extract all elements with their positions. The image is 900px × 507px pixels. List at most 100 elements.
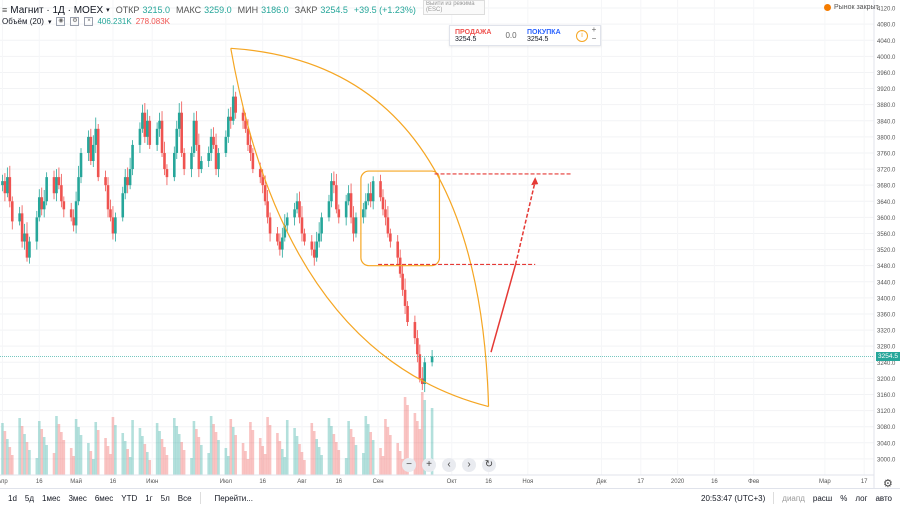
candle-body [281, 237, 284, 250]
candle-body [317, 233, 321, 242]
timeframe-all[interactable]: Все [177, 493, 192, 503]
candle-body [251, 152, 255, 170]
volume-bar [197, 437, 201, 475]
timeframe-5y[interactable]: 5л [160, 493, 170, 503]
clock[interactable]: 20:53:47 (UTC+3) [701, 493, 766, 503]
volume-bar [347, 421, 350, 475]
volume-bar [20, 426, 24, 475]
timeframe-1m[interactable]: 1мес [42, 493, 61, 503]
divider [773, 492, 775, 504]
percent-button[interactable]: % [840, 493, 848, 503]
extended-hours-button[interactable]: расш [812, 493, 833, 503]
candle-body [200, 161, 203, 170]
volume-bar [37, 421, 41, 475]
candle-body [18, 213, 21, 222]
price-tick-label: 3440.0 [877, 280, 896, 286]
volume-bar [369, 432, 373, 475]
volume-bar [386, 427, 390, 475]
zoom-out-button[interactable]: − [402, 458, 416, 472]
range-button[interactable]: диапд [782, 493, 805, 503]
timeframe-1d[interactable]: 1d [8, 493, 17, 503]
candle-body [8, 177, 12, 202]
scroll-left-button[interactable]: ‹ [442, 458, 456, 472]
price-tick-label: 3080.0 [877, 425, 896, 431]
time-tick-label: Ноя [522, 479, 533, 485]
volume-bar [261, 446, 264, 475]
price-tick-label: 4000.0 [877, 55, 896, 61]
candle-body [246, 128, 250, 145]
candle-body [109, 209, 112, 218]
candle-body [45, 177, 48, 202]
buy-label: ПОКУПКА [527, 28, 561, 36]
candle-body [111, 217, 115, 234]
candle-body [227, 116, 230, 137]
timeframe-5d[interactable]: 5д [24, 493, 35, 503]
volume-bar [28, 450, 31, 475]
candle-body [413, 322, 417, 339]
time-axis[interactable]: Апр 16 Май 16 Июн Июл 16 Авг 16 Сен Окт 16 Ноя Дек 17 2… [0, 474, 874, 485]
symbol-title[interactable]: Магнит · 1Д · MOEX [10, 4, 104, 16]
timeframe-3m[interactable]: 3мес [68, 493, 87, 503]
candle-body [126, 177, 129, 186]
bottom-toolbar: 1d 5д 1мес 3мес 6мес YTD 1г 5л Все Перей… [0, 488, 900, 507]
buy-button[interactable]: ПОКУПКА 3254.5 [522, 26, 572, 45]
price-tick-label: 3960.0 [877, 71, 896, 77]
info-icon[interactable]: i [576, 29, 588, 42]
sell-button[interactable]: ПРОДАЖА 3254.5 [450, 26, 500, 45]
timeframe-6m[interactable]: 6мес [94, 493, 114, 503]
symbol-header: ≡ Магнит · 1Д · MOEX ▾ ОТКР 3215.0 МАКС 32… [2, 3, 416, 17]
arc-lower [230, 48, 489, 408]
candle-body [312, 249, 316, 258]
minus-icon[interactable]: − [591, 34, 597, 43]
candle-body [72, 217, 75, 226]
volume-bar [40, 429, 44, 475]
projection-arrow-dashed [514, 180, 536, 265]
candle-body [285, 217, 289, 226]
volume-bar [74, 419, 78, 475]
candle-body [266, 201, 269, 218]
chevron-down-icon[interactable]: ▾ [47, 18, 52, 26]
candle-body [403, 289, 407, 306]
auto-button[interactable]: авто [875, 493, 892, 503]
volume-bar [214, 432, 218, 475]
volume-bar [25, 442, 29, 475]
volume-bar [18, 418, 21, 475]
market-status[interactable]: Рынок закрыт [824, 4, 879, 11]
candle-body [106, 185, 110, 210]
zoom-in-button[interactable]: + [422, 458, 436, 472]
candle-body [234, 96, 237, 113]
chevron-down-icon[interactable]: ▾ [106, 7, 110, 14]
volume-bar [126, 449, 129, 475]
menu-icon[interactable]: ≡ [2, 5, 8, 15]
candle-body [40, 197, 44, 210]
candle-body [389, 233, 392, 242]
volume-bar [420, 392, 424, 475]
volume-bar [87, 443, 90, 475]
candle-body [89, 136, 93, 162]
timeframe-ytd[interactable]: YTD [121, 493, 138, 503]
quantity-stepper[interactable]: + − [589, 25, 599, 43]
plus-icon[interactable]: + [591, 25, 597, 34]
reset-chart-button[interactable]: ↻ [482, 458, 496, 472]
price-axis[interactable]: 3000.0 3040.0 3080.0 3120.0 3160.0 3200.0 3240… [873, 0, 900, 488]
eye-icon[interactable]: ◉ [56, 17, 66, 26]
volume-bar [310, 423, 314, 475]
candle-body [418, 354, 422, 379]
volume-label[interactable]: Объём (20) [2, 17, 44, 26]
settings-icon[interactable]: ⚙ [70, 17, 80, 26]
price-tick-label: 3840.0 [877, 119, 896, 125]
gear-icon[interactable]: ⚙ [883, 478, 893, 490]
scroll-right-button[interactable]: › [462, 458, 476, 472]
spread-value: 0.0 [505, 31, 517, 40]
volume-bar [258, 438, 262, 475]
volume-bar [89, 451, 93, 475]
price-tick-label: 3360.0 [877, 312, 896, 318]
close-icon[interactable]: × [84, 17, 94, 26]
candle-body [148, 120, 152, 145]
log-button[interactable]: лог [855, 493, 868, 503]
exit-mode-hint[interactable]: Выйти из режима (ESC) [423, 0, 485, 15]
timeframe-1y[interactable]: 1г [145, 493, 153, 503]
low-value: 3186.0 [261, 5, 289, 15]
goto-button[interactable]: Перейти... [214, 493, 253, 503]
